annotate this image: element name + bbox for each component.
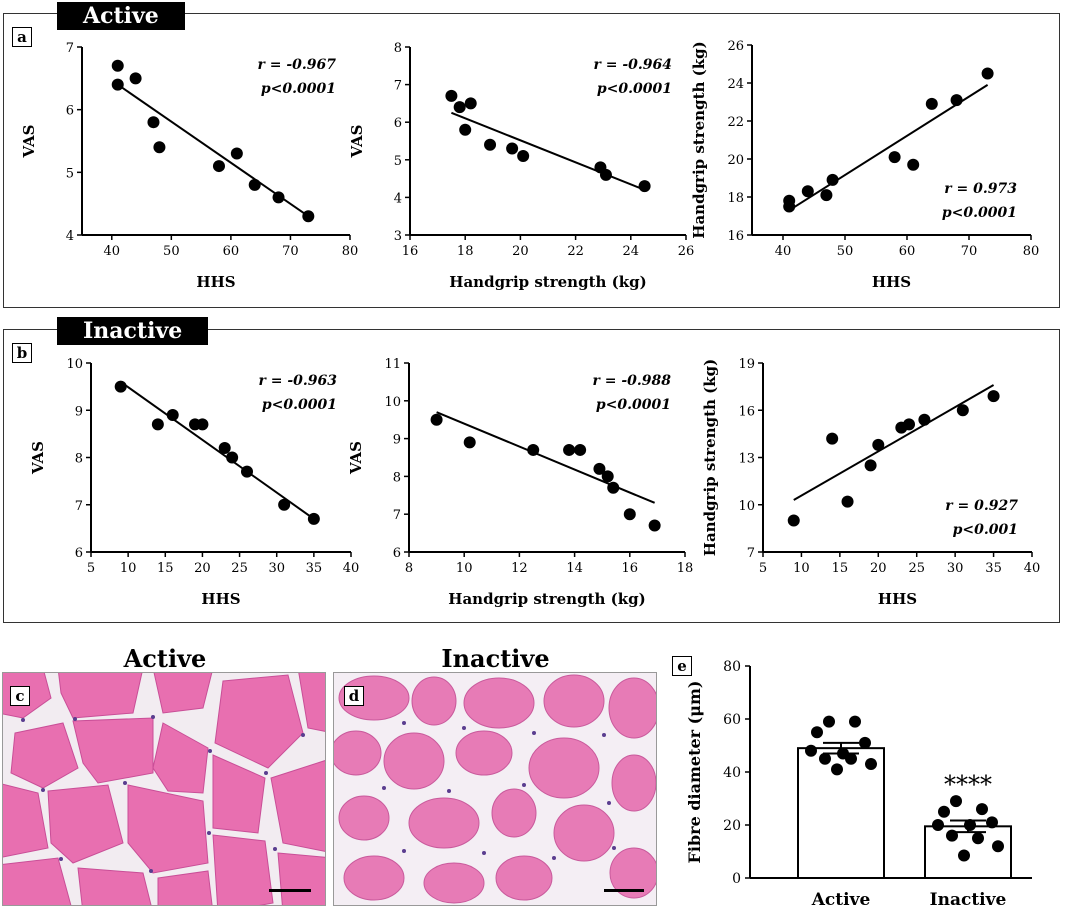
inactive-group-title: Inactive <box>57 317 209 345</box>
active-panel-frame <box>3 13 1060 308</box>
histology-active-image <box>2 672 326 906</box>
histology-active-title: Active <box>123 644 207 673</box>
histology-inactive-image <box>333 672 657 906</box>
data-point <box>837 747 849 760</box>
y-tick-label: 60 <box>723 712 741 728</box>
data-point <box>992 840 1004 853</box>
y-tick-label: 40 <box>723 765 741 781</box>
data-point <box>946 829 958 842</box>
data-point <box>849 715 861 728</box>
data-point <box>958 849 970 862</box>
y-tick-label: 80 <box>723 659 741 675</box>
active-muscle-fibres <box>3 673 325 905</box>
significance-marker: **** <box>944 770 992 798</box>
data-point <box>986 816 998 829</box>
panel-letter-e: e <box>672 656 692 676</box>
data-point <box>859 736 871 749</box>
panel-letter-c: c <box>10 686 30 706</box>
bar-inactive <box>924 825 1012 880</box>
category-label: Inactive <box>930 890 1007 909</box>
data-point <box>972 832 984 845</box>
panel-letter-d: d <box>344 686 364 706</box>
data-point <box>805 744 817 757</box>
data-point <box>865 758 877 771</box>
panel-letter-a: a <box>12 27 32 47</box>
bar-chart-e: 0 20 40 60 80 Fibre diameter (μm) Active Inacti… <box>685 659 1032 909</box>
data-point <box>938 805 950 818</box>
y-tick-label: 0 <box>732 871 741 887</box>
data-point <box>831 763 843 776</box>
data-point <box>950 795 962 808</box>
data-point <box>976 803 988 816</box>
data-point <box>823 715 835 728</box>
histology-inactive-title: Inactive <box>441 644 550 673</box>
active-group-title: Active <box>57 2 185 30</box>
data-point <box>811 726 823 739</box>
y-axis-label: Fibre diameter (μm) <box>685 681 704 864</box>
inactive-panel-frame <box>3 329 1060 623</box>
panel-letter-b: b <box>12 343 32 363</box>
data-point <box>845 752 857 765</box>
data-point <box>932 819 944 831</box>
inactive-muscle-fibres <box>334 673 656 905</box>
bar-active <box>797 747 885 880</box>
category-label: Active <box>811 890 871 909</box>
data-point <box>964 819 976 831</box>
data-point <box>819 752 831 765</box>
y-tick-label: 20 <box>723 818 741 834</box>
